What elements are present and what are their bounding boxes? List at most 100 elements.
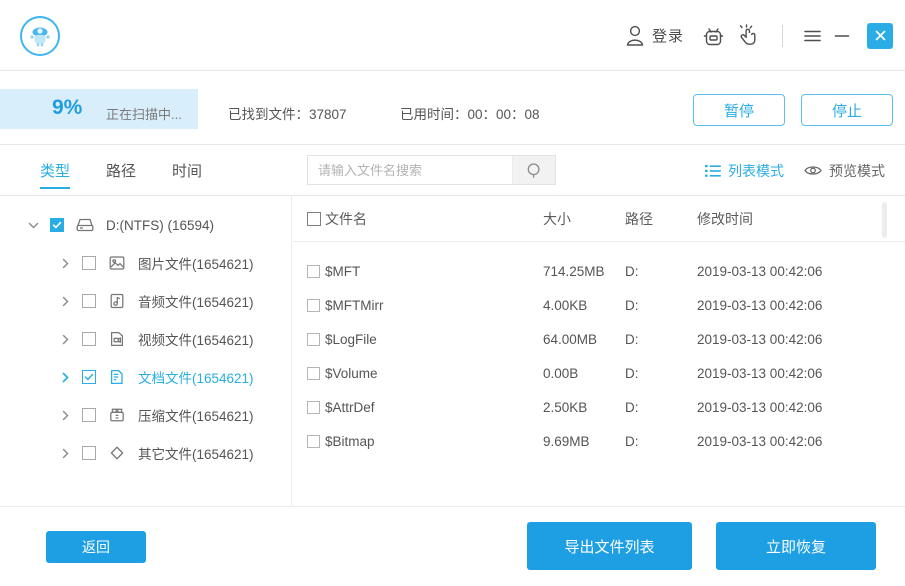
table-row[interactable]: $AttrDef 2.50KB D: 2019-03-13 00:42:06 [293, 390, 905, 424]
close-icon[interactable] [867, 22, 893, 49]
list-mode-button[interactable]: 列表模式 [705, 161, 784, 181]
drive-icon [74, 217, 96, 233]
pause-button[interactable]: 暂停 [693, 94, 785, 126]
scan-status-bar: 9% 正在扫描中... 已找到文件：37807 已用时间：00：00：08 暂停… [0, 71, 905, 145]
tab-time[interactable]: 时间 [172, 163, 203, 180]
tree-label-documents: 文档文件(1654621) [138, 371, 254, 386]
tree-label-others: 其它文件(1654621) [138, 447, 254, 462]
row-checkbox-cell[interactable] [293, 434, 325, 448]
cell-size: 4.00KB [543, 297, 588, 313]
tree-checkbox-others[interactable] [82, 446, 96, 460]
hamburger-menu-icon[interactable] [797, 18, 827, 54]
cell-name: $MFTMirr [325, 297, 384, 313]
chevron-down-icon[interactable] [24, 219, 42, 232]
preview-mode-button[interactable]: 预览模式 [804, 161, 885, 181]
view-mode-switch: 列表模式 预览模式 [705, 145, 885, 196]
tree-item-video[interactable]: 视频文件(1654621) [0, 320, 291, 358]
select-all-checkbox[interactable] [307, 211, 321, 226]
stop-button[interactable]: 停止 [801, 94, 893, 126]
cell-size: 2.50KB [543, 399, 588, 415]
files-found-label: 已找到文件：37807 [228, 107, 347, 122]
row-checkbox[interactable] [307, 366, 320, 380]
tree-checkbox-archives[interactable] [82, 408, 96, 422]
row-checkbox[interactable] [307, 332, 320, 346]
app-logo [20, 16, 60, 56]
document-file-icon [106, 369, 128, 385]
chevron-right-icon[interactable] [56, 447, 74, 460]
vertical-scrollbar-thumb[interactable] [882, 202, 887, 238]
row-checkbox[interactable] [307, 434, 320, 448]
list-mode-label: 列表模式 [728, 162, 784, 179]
cell-time: 2019-03-13 00:42:06 [697, 365, 823, 381]
row-checkbox[interactable] [307, 400, 320, 414]
export-list-button[interactable]: 导出文件列表 [527, 522, 692, 570]
select-all-checkbox-cell[interactable] [293, 211, 325, 226]
row-checkbox-cell[interactable] [293, 332, 325, 346]
cell-path: D: [625, 297, 639, 313]
column-header-size[interactable]: 大小 [543, 210, 571, 227]
tree-checkbox-drive-d[interactable] [50, 218, 64, 232]
chevron-right-icon[interactable] [56, 371, 74, 384]
tree-item-others[interactable]: 其它文件(1654621) [0, 434, 291, 472]
row-checkbox-cell[interactable] [293, 298, 325, 312]
search-icon[interactable] [512, 156, 555, 184]
column-header-time[interactable]: 修改时间 [697, 210, 753, 227]
tree-item-images[interactable]: 图片文件(1654621) [0, 244, 291, 282]
tree-checkbox-video[interactable] [82, 332, 96, 346]
tree-item-drive-d[interactable]: D:(NTFS) (16594) [0, 206, 291, 244]
cell-name: $Volume [325, 365, 378, 381]
title-bar: 登录 [0, 0, 905, 71]
robot-icon[interactable] [696, 18, 730, 54]
table-row[interactable]: $Bitmap 9.69MB D: 2019-03-13 00:42:06 [293, 424, 905, 458]
search-input[interactable] [308, 156, 512, 184]
chevron-right-icon[interactable] [56, 257, 74, 270]
recover-now-button[interactable]: 立即恢复 [716, 522, 876, 570]
table-row[interactable]: $MFT 714.25MB D: 2019-03-13 00:42:06 [293, 254, 905, 288]
cell-path: D: [625, 331, 639, 347]
table-row[interactable]: $Volume 0.00B D: 2019-03-13 00:42:06 [293, 356, 905, 390]
column-header-path[interactable]: 路径 [625, 210, 653, 227]
bottom-action-bar: 返回 导出文件列表 立即恢复 [0, 506, 905, 586]
other-file-icon [106, 445, 128, 461]
tree-checkbox-documents[interactable] [82, 370, 96, 384]
cell-time: 2019-03-13 00:42:06 [697, 433, 823, 449]
back-button[interactable]: 返回 [46, 531, 146, 563]
file-list-body: $MFT 714.25MB D: 2019-03-13 00:42:06 $MF… [293, 242, 905, 458]
row-checkbox[interactable] [307, 264, 320, 278]
preview-mode-label: 预览模式 [829, 162, 885, 179]
row-checkbox-cell[interactable] [293, 366, 325, 380]
tree-item-audio[interactable]: 音频文件(1654621) [0, 282, 291, 320]
chevron-right-icon[interactable] [56, 333, 74, 346]
tree-item-archives[interactable]: 压缩文件(1654621) [0, 396, 291, 434]
column-header-name[interactable]: 文件名 [325, 210, 367, 227]
login-label[interactable]: 登录 [651, 28, 684, 45]
cell-name: $MFT [325, 263, 361, 279]
minimize-icon[interactable] [827, 18, 857, 54]
cell-name: $AttrDef [325, 399, 375, 415]
row-checkbox-cell[interactable] [293, 400, 325, 414]
tree-label-archives: 压缩文件(1654621) [138, 409, 254, 424]
cell-name: $LogFile [325, 331, 377, 347]
row-checkbox[interactable] [307, 298, 320, 312]
tree-checkbox-audio[interactable] [82, 294, 96, 308]
cell-size: 0.00B [543, 365, 579, 381]
video-file-icon [106, 331, 128, 347]
tree-item-documents[interactable]: 文档文件(1654621) [0, 358, 291, 396]
cell-path: D: [625, 399, 639, 415]
tree-checkbox-images[interactable] [82, 256, 96, 270]
chevron-right-icon[interactable] [56, 409, 74, 422]
user-icon[interactable] [620, 18, 650, 54]
toolbar-divider [782, 24, 783, 47]
tree-label-images: 图片文件(1654621) [138, 257, 254, 272]
tab-type[interactable]: 类型 [40, 145, 71, 196]
table-row[interactable]: $LogFile 64.00MB D: 2019-03-13 00:42:06 [293, 322, 905, 356]
search-box [307, 155, 556, 185]
chevron-right-icon[interactable] [56, 295, 74, 308]
row-checkbox-cell[interactable] [293, 264, 325, 278]
tab-path[interactable]: 路径 [106, 163, 137, 180]
hand-click-icon[interactable] [730, 18, 764, 54]
scan-progress-fill [0, 89, 198, 129]
table-row[interactable]: $MFTMirr 4.00KB D: 2019-03-13 00:42:06 [293, 288, 905, 322]
cell-path: D: [625, 433, 639, 449]
scan-state-label: 正在扫描中... [106, 107, 182, 122]
